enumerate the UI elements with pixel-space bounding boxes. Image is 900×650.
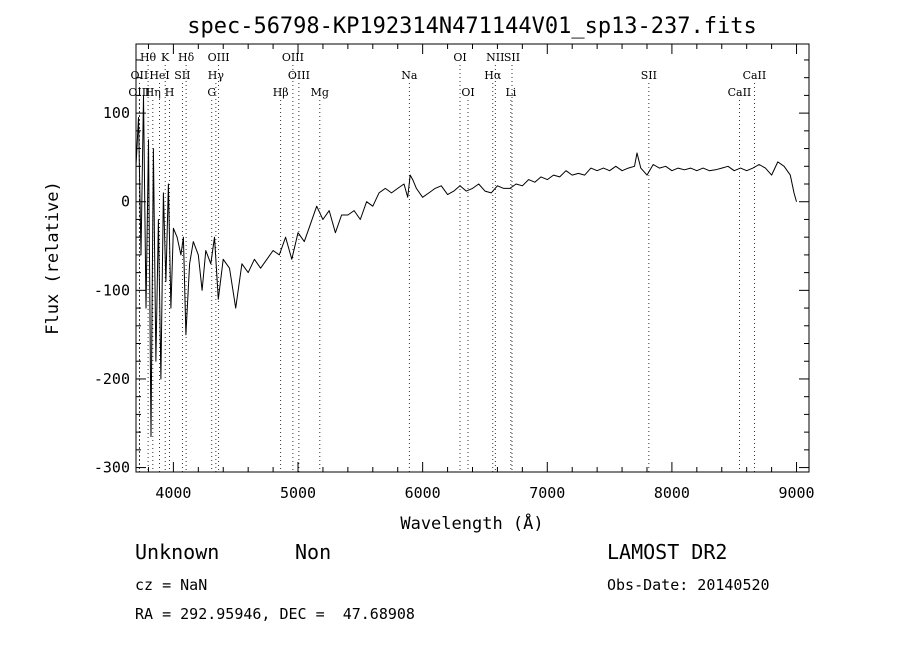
spectral-line-label: OIII (282, 51, 304, 64)
spectral-line-label: Hγ (208, 69, 225, 82)
spectral-line-label: Hδ (178, 51, 195, 64)
spectral-line-label: Hα (484, 69, 502, 82)
y-tick-label: -100 (94, 281, 130, 299)
y-tick-label: -200 (94, 370, 130, 388)
spectral-line-label: OIII (128, 86, 150, 99)
spectral-line-label: OII (131, 69, 149, 82)
spectrum-line (135, 94, 797, 438)
subclass-label: Non (295, 540, 332, 564)
x-tick-label: 5000 (280, 484, 316, 502)
spectral-line-label: OIII (288, 69, 310, 82)
x-tick-label: 4000 (155, 484, 191, 502)
spectral-line-label: Hη (145, 86, 161, 99)
y-tick-label: 0 (121, 193, 130, 211)
chart-title: spec-56798-KP192314N471144V01_sp13-237.f… (187, 14, 757, 39)
coordinates-label: RA = 292.95946, DEC = 47.68908 (135, 605, 415, 623)
survey-label: LAMOST DR2 (607, 540, 728, 564)
spectral-line-label: H (165, 86, 175, 99)
x-tick-label: 6000 (405, 484, 441, 502)
plot-frame (135, 43, 810, 473)
y-tick-label: -300 (94, 459, 130, 477)
class-label: Unknown (135, 540, 220, 564)
spectral-line-label: SII (641, 69, 657, 82)
spectral-line-label: CaII (743, 69, 767, 82)
spectral-line-label: NII (486, 51, 504, 64)
spectral-line-label: K (161, 51, 170, 64)
y-tick-label: 100 (103, 104, 130, 122)
x-axis-title: Wavelength (Å) (400, 512, 543, 534)
spectral-line-label: OI (453, 51, 466, 64)
spectral-line-label: Hθ (140, 51, 157, 64)
redshift-label: cz = NaN (135, 576, 208, 594)
obs-date-label: Obs-Date: 20140520 (607, 576, 770, 594)
spectral-line-label: SII (174, 69, 190, 82)
spectral-line-label: Mg (311, 86, 329, 99)
spectral-line-label: G (207, 86, 216, 99)
spectral-line-label: SII (504, 51, 520, 64)
spectral-line-label: Hβ (273, 86, 289, 99)
spectral-line-label: CaII (728, 86, 752, 99)
spectral-line-label: OI (461, 86, 474, 99)
spectral-line-label: HeI (149, 69, 169, 82)
spectral-line-label: Li (505, 86, 516, 99)
x-tick-label: 9000 (778, 484, 814, 502)
x-tick-label: 8000 (654, 484, 690, 502)
x-tick-label: 7000 (529, 484, 565, 502)
spectral-line-label: Na (401, 69, 418, 82)
spectral-line-label: OIII (208, 51, 230, 64)
y-axis-title: Flux (relative) (43, 181, 63, 335)
